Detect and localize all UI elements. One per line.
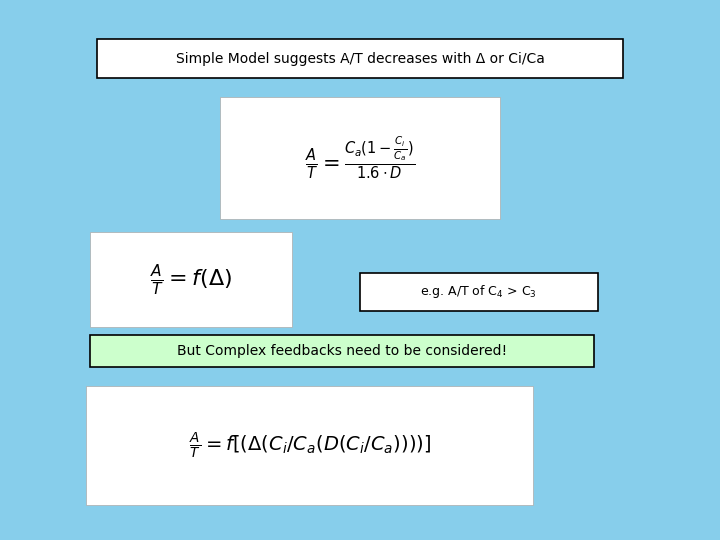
Text: Simple Model suggests A/T decreases with Δ or Ci/Ca: Simple Model suggests A/T decreases with…	[176, 52, 544, 66]
Text: $\frac{A}{T} = \frac{C_a(1 - \frac{C_i}{C_a})}{1.6 \cdot D}$: $\frac{A}{T} = \frac{C_a(1 - \frac{C_i}{…	[305, 135, 415, 181]
FancyBboxPatch shape	[97, 39, 623, 78]
FancyBboxPatch shape	[90, 335, 594, 367]
Text: But Complex feedbacks need to be considered!: But Complex feedbacks need to be conside…	[177, 344, 507, 358]
FancyBboxPatch shape	[360, 273, 598, 310]
Text: $\frac{A}{T} = f(\Delta)$: $\frac{A}{T} = f(\Delta)$	[150, 262, 232, 297]
FancyBboxPatch shape	[86, 386, 533, 505]
FancyBboxPatch shape	[220, 97, 500, 219]
Text: e.g. A/T of C$_4$ > C$_3$: e.g. A/T of C$_4$ > C$_3$	[420, 283, 537, 300]
Text: $\frac{A}{T} = f[(\Delta(C_i/C_a(D(C_i/C_a))))]$: $\frac{A}{T} = f[(\Delta(C_i/C_a(D(C_i/C…	[189, 430, 431, 461]
FancyBboxPatch shape	[90, 232, 292, 327]
